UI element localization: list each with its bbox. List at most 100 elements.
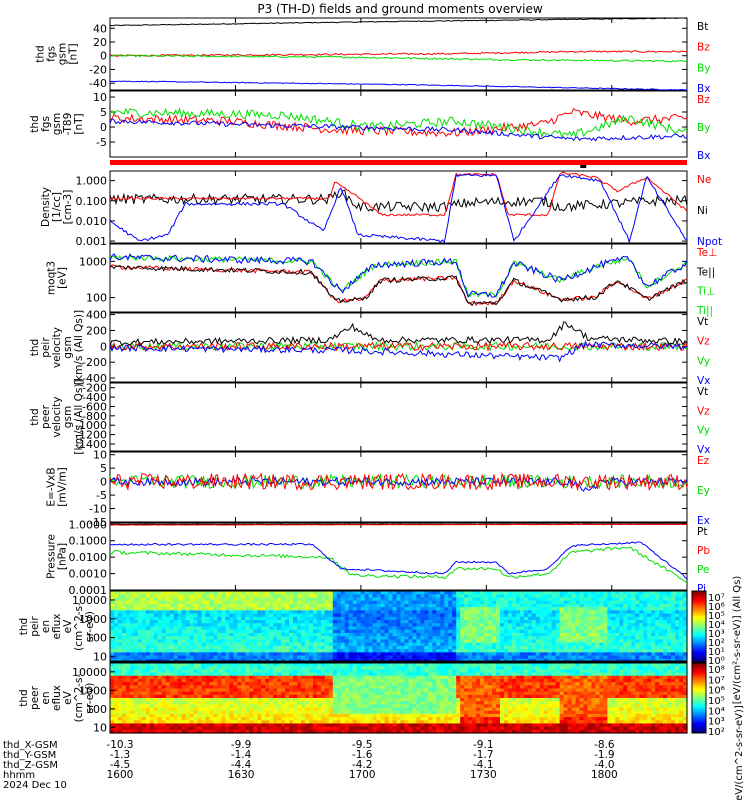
y-axis-label-peir_spec: en <box>40 620 52 633</box>
colorbar-peer-cell <box>692 673 706 676</box>
y-tick-label-peer_velocity: -1000 <box>75 419 107 432</box>
colorbar-peer-cell <box>692 692 706 695</box>
colorbar-peir-label: 10⁰ <box>708 656 725 667</box>
colorbar-peer-cell <box>692 694 706 697</box>
colorbar-peir-cell <box>692 633 706 636</box>
legend-density-Npot: Npot <box>697 236 722 248</box>
colorbar-peir-cell <box>692 610 706 613</box>
y-axis-label-peer_spec: en <box>40 691 52 704</box>
y-tick-label-density: 0.100 <box>76 195 108 208</box>
colorbar-peer-cell <box>692 717 706 720</box>
colorbar-peir-cell <box>692 658 706 661</box>
y-tick-label-temperature: 100 <box>86 292 107 305</box>
colorbar-peir-cell <box>692 598 706 601</box>
colorbar-peer-label: 10² <box>708 727 725 738</box>
peer-spectrogram <box>110 663 688 734</box>
colorbar-peir-cell <box>692 642 706 645</box>
colorbar-peer-cell <box>692 713 706 716</box>
series-Ne <box>109 171 688 217</box>
y-axis-label-peir_spec: thd <box>18 618 30 635</box>
y-axis-label-peir_velocity: thd <box>29 339 41 356</box>
legend-fgs-Bz: Bz <box>697 42 710 54</box>
y-axis-label-peer_spec: eV <box>62 690 74 704</box>
legend-fgs_dc-Bz: Bz <box>697 94 710 106</box>
y-tick-label-fgs: 0 <box>100 50 107 63</box>
xaxis-x-gsm: -9.5 <box>352 739 373 751</box>
legend-efield-Ex: Ex <box>697 515 710 527</box>
y-tick-label-peir_spec: 1000 <box>79 613 107 626</box>
y-tick-label-density: 1.000 <box>76 175 108 188</box>
colorbar-peir-cell <box>692 635 706 638</box>
y-tick-label-fgs: -40 <box>89 77 107 90</box>
series-Ez <box>109 472 688 492</box>
y-tick-label-peir_velocity: -400 <box>82 372 107 385</box>
colorbar-peir-frame <box>691 590 707 663</box>
colorbar-peer-cell <box>692 698 706 701</box>
y-tick-label-fgs_dc: 0 <box>100 121 107 134</box>
y-axis-label-peer_velocity: gsm <box>62 406 74 428</box>
colorbar-peir-cell <box>692 637 706 640</box>
y-tick-label-fgs: 40 <box>93 22 107 35</box>
y-tick-label-fgs: 20 <box>93 36 107 49</box>
colorbar-peir-cell <box>692 619 706 622</box>
y-tick-label-peir_velocity: 200 <box>86 324 107 337</box>
colorbar-peer-cell <box>692 710 706 713</box>
y-axis-label-fgs_dc: gsm <box>51 113 63 135</box>
legend-temperature-Te||: Te|| <box>696 266 715 278</box>
colorbar-peir-cell <box>692 647 706 651</box>
colorbar-peir-cell <box>692 656 706 659</box>
xaxis-y-gsm: -1.3 <box>110 749 131 761</box>
colorbar-peer-cell <box>692 671 706 674</box>
colorbar-peer-cell <box>692 682 706 685</box>
y-tick-label-efield: -5 <box>96 489 107 502</box>
colorbar-peir-cell <box>692 638 706 642</box>
y-tick-label-efield: -10 <box>89 503 107 516</box>
series-Bz-dc <box>109 107 688 138</box>
colorbar-peer-cell <box>692 691 706 694</box>
y-tick-label-pressure: 0.0001 <box>69 584 108 597</box>
colorbar-peer-cell <box>692 706 706 709</box>
y-tick-label-efield: 5 <box>100 462 107 475</box>
colorbar-peir-cell <box>692 592 706 596</box>
xaxis-y-gsm: -1.6 <box>352 749 373 761</box>
xaxis-hhmm: 1800 <box>591 769 618 781</box>
y-axis-label-peir_velocity: [km/s (All Qs)] <box>73 310 85 385</box>
colorbar-peir-cell <box>692 606 706 610</box>
y-axis-label-pressure: [nPa] <box>57 543 69 570</box>
legend-pressure-Pi: Pi <box>697 583 706 595</box>
colorbar-peir-cell <box>692 651 706 654</box>
legend-pressure-Pb: Pb <box>697 545 710 557</box>
y-axis-label-fgs_dc: -T89 <box>62 113 74 136</box>
colorbar-peer-cell <box>692 699 706 702</box>
colorbar-peir-cell <box>692 622 706 626</box>
panel-frame-fgs <box>109 17 688 91</box>
y-tick-label-density: 0.010 <box>76 215 108 228</box>
colorbar-peir-cell <box>692 660 706 663</box>
xaxis-y-gsm: -1.7 <box>473 749 494 761</box>
series-Npot <box>109 173 688 245</box>
colorbar-peer-cell <box>692 727 706 730</box>
colorbar-peer-cell <box>692 675 706 678</box>
series-Tepar <box>109 265 688 307</box>
y-axis-label-fgs: fgs <box>46 46 58 62</box>
colorbar-peir-cell <box>692 615 706 619</box>
legend-pressure-Pt: Pt <box>697 526 707 538</box>
panel-frame-peir_velocity <box>109 312 688 383</box>
colorbar-peir-cell <box>692 605 706 608</box>
colorbar-peir-cell <box>692 617 706 620</box>
figure-title: P3 (TH-D) fields and ground moments over… <box>257 2 542 16</box>
xaxis-y-gsm: -1.4 <box>231 749 252 761</box>
colorbar-peer-cell <box>692 722 706 725</box>
colorbar-peer-cell <box>692 724 706 727</box>
colorbar-peer-cell <box>692 720 706 723</box>
colorbar-peer-cell <box>692 712 706 715</box>
series-Bt <box>109 17 688 27</box>
series-Pb <box>109 523 687 526</box>
colorbar-unit-label: [eV/(cm²-s-sr-eV)] (All Qs) <box>732 576 743 705</box>
colorbar-peer-label: 10⁷ <box>708 675 725 686</box>
y-axis-label-fgs: thd <box>35 45 47 62</box>
legend-peer_velocity-Vt: Vt <box>697 386 708 398</box>
y-tick-label-peer_spec: 100 <box>86 703 107 716</box>
legend-peer_velocity-Vy: Vy <box>697 425 710 437</box>
